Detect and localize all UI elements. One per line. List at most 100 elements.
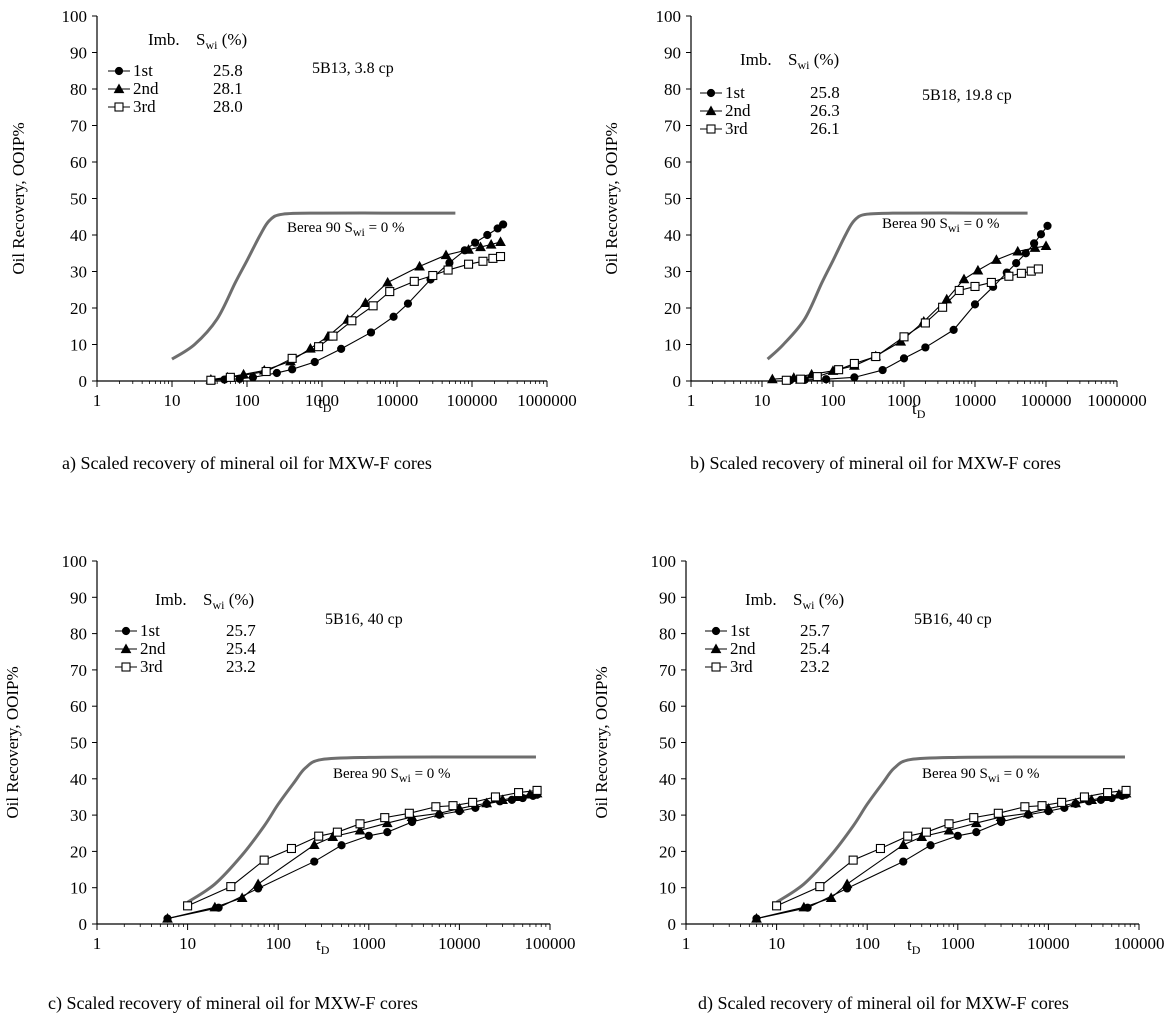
core-annotation: 5B18, 19.8 cp	[922, 87, 1012, 104]
legend-swi-value: 23.2	[800, 657, 830, 676]
y-axis-label: Oil Recovery, OOIP%	[602, 122, 621, 274]
data-point-3rd	[1020, 802, 1030, 812]
series-3rd	[206, 251, 506, 385]
legend-label: 1st	[140, 621, 160, 640]
y-tick-label: 100	[651, 552, 677, 571]
data-point-1st	[1043, 221, 1052, 230]
data-point-1st	[878, 365, 887, 375]
x-tick-label: 1000	[305, 391, 339, 410]
data-point-1st	[953, 831, 962, 840]
data-point-2nd	[970, 817, 982, 828]
legend-label: 2nd	[140, 639, 166, 658]
y-tick-label: 20	[664, 299, 681, 318]
x-tick-label: 1000	[941, 934, 975, 953]
y-tick-label: 60	[70, 697, 87, 716]
y-tick-label: 100	[62, 552, 88, 571]
series-line-1st	[756, 794, 1127, 920]
data-point-3rd	[812, 372, 822, 382]
legend-label: 2nd	[730, 639, 756, 658]
x-tick-label: 10000	[954, 391, 997, 410]
legend-label: 2nd	[133, 79, 159, 98]
data-point-1st	[972, 828, 981, 837]
y-tick-label: 50	[70, 734, 87, 753]
data-point-1st	[970, 300, 980, 309]
legend-swi-value: 25.7	[226, 621, 256, 640]
x-axis-label: tD	[907, 935, 921, 957]
series-line-1st	[167, 794, 538, 920]
data-point-1st	[383, 828, 392, 837]
y-tick-label: 80	[659, 625, 676, 644]
panel-caption: b) Scaled recovery of mineral oil for MX…	[690, 453, 1061, 474]
y-tick-label: 60	[664, 153, 681, 172]
panel-caption: c) Scaled recovery of mineral oil for MX…	[48, 993, 418, 1014]
data-point-3rd	[428, 270, 438, 281]
y-tick-label: 20	[70, 299, 87, 318]
data-point-2nd	[825, 892, 837, 902]
berea-reference-curve	[186, 755, 536, 904]
data-point-1st	[310, 857, 319, 866]
data-point-3rd	[468, 797, 478, 807]
x-axis-label: tD	[912, 399, 926, 421]
x-tick-label: 1	[682, 934, 691, 953]
data-point-1st	[272, 368, 281, 378]
series-1st	[163, 790, 542, 923]
data-point-2nd	[414, 260, 425, 271]
y-tick-label: 0	[668, 915, 677, 934]
data-point-1st	[364, 831, 373, 840]
core-annotation: 5B13, 3.8 cp	[312, 60, 394, 77]
berea-reference-curve	[171, 211, 456, 361]
series-line-3rd	[187, 789, 538, 907]
data-point-3rd	[944, 819, 954, 829]
x-tick-label: 10	[768, 934, 785, 953]
x-tick-label: 100	[854, 934, 880, 953]
x-tick-label: 10	[754, 391, 771, 410]
data-point-2nd	[354, 824, 366, 835]
data-point-2nd	[972, 264, 984, 275]
data-point-3rd	[314, 342, 324, 352]
data-point-1st	[337, 841, 346, 850]
data-point-3rd	[815, 882, 825, 892]
data-point-3rd	[514, 788, 524, 798]
data-point-2nd	[463, 244, 474, 254]
series-2nd	[751, 787, 1132, 923]
legend-label: 3rd	[140, 657, 163, 676]
y-tick-label: 10	[664, 336, 681, 355]
y-tick-label: 70	[664, 117, 681, 136]
data-point-3rd	[287, 353, 297, 363]
legend-swi-value: 25.7	[800, 621, 830, 640]
series-line-3rd	[210, 256, 501, 381]
data-point-2nd	[497, 794, 508, 804]
data-point-3rd	[1121, 785, 1131, 795]
x-tick-label: 10000	[1027, 934, 1070, 953]
data-point-3rd	[796, 374, 806, 384]
data-point-3rd	[903, 831, 913, 841]
data-point-2nd	[481, 797, 493, 808]
data-point-2nd	[1113, 788, 1125, 799]
data-point-3rd	[1033, 264, 1043, 274]
y-tick-label: 40	[70, 226, 87, 245]
series-line-3rd	[786, 268, 1039, 381]
data-point-3rd	[1057, 797, 1067, 807]
data-point-3rd	[921, 827, 931, 837]
data-point-3rd	[206, 375, 216, 385]
data-point-1st	[899, 857, 908, 866]
legend-swi-value: 26.1	[810, 119, 840, 138]
data-point-3rd	[286, 843, 296, 854]
berea-label: Berea 90 Swi = 0 %	[882, 216, 1000, 235]
data-point-1st	[921, 343, 930, 352]
data-point-3rd	[225, 372, 235, 382]
data-point-3rd	[368, 301, 378, 311]
data-point-1st	[822, 375, 831, 384]
core-annotation: 5B16, 40 cp	[325, 611, 403, 628]
data-point-1st	[389, 312, 398, 321]
x-tick-label: 1	[687, 391, 696, 410]
berea-label: Berea 90 Swi = 0 %	[333, 766, 451, 785]
legend-swi-value: 25.8	[213, 61, 243, 80]
y-tick-label: 30	[659, 806, 676, 825]
data-point-2nd	[305, 342, 316, 353]
data-point-1st	[493, 224, 502, 233]
data-point-1st	[337, 344, 346, 353]
data-point-1st	[899, 354, 909, 363]
